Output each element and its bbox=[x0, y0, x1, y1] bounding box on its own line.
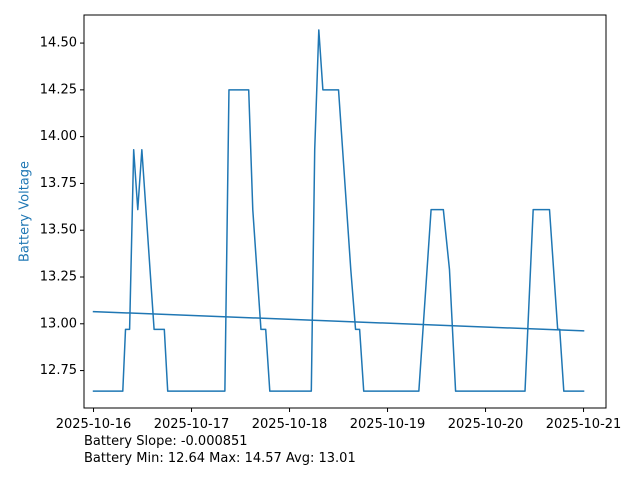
y-tick-label: 13.00 bbox=[40, 316, 77, 331]
x-axis: 2025-10-16 2025-10-17 2025-10-18 2025-10-19… bbox=[56, 408, 622, 432]
y-tick-label: 13.25 bbox=[40, 270, 77, 285]
x-tick-label: 2025-10-17 bbox=[154, 417, 230, 432]
y-tick-label: 13.50 bbox=[40, 223, 77, 238]
stats-annotation: Battery Min: 12.64 Max: 14.57 Avg: 13.01 bbox=[84, 451, 356, 466]
x-tick-label: 2025-10-18 bbox=[252, 417, 328, 432]
y-axis-label: Battery Voltage bbox=[18, 161, 33, 262]
x-tick-label: 2025-10-19 bbox=[350, 417, 426, 432]
y-axis: 12.75 13.00 13.25 13.50 13.75 14.00 14.25 14.50 bbox=[40, 36, 84, 378]
x-tick-label: 2025-10-16 bbox=[56, 417, 132, 432]
x-tick-label: 2025-10-20 bbox=[448, 417, 524, 432]
y-tick-label: 13.75 bbox=[40, 176, 77, 191]
x-tick-label: 2025-10-21 bbox=[546, 417, 622, 432]
footer-annotations: Battery Slope: -0.000851 Battery Min: 12… bbox=[84, 434, 356, 466]
y-tick-label: 14.00 bbox=[40, 129, 77, 144]
battery-voltage-series-line bbox=[92, 29, 585, 392]
slope-annotation: Battery Slope: -0.000851 bbox=[84, 434, 248, 449]
y-tick-label: 14.25 bbox=[40, 82, 77, 97]
trend-line bbox=[92, 310, 585, 332]
plot-area: 2025-10-16 2025-10-17 2025-10-18 2025-10-19… bbox=[40, 14, 622, 432]
plot-frame bbox=[83, 14, 607, 409]
y-tick-label: 12.75 bbox=[40, 363, 77, 378]
series-layer bbox=[92, 29, 585, 392]
y-tick-label: 14.50 bbox=[40, 36, 77, 51]
